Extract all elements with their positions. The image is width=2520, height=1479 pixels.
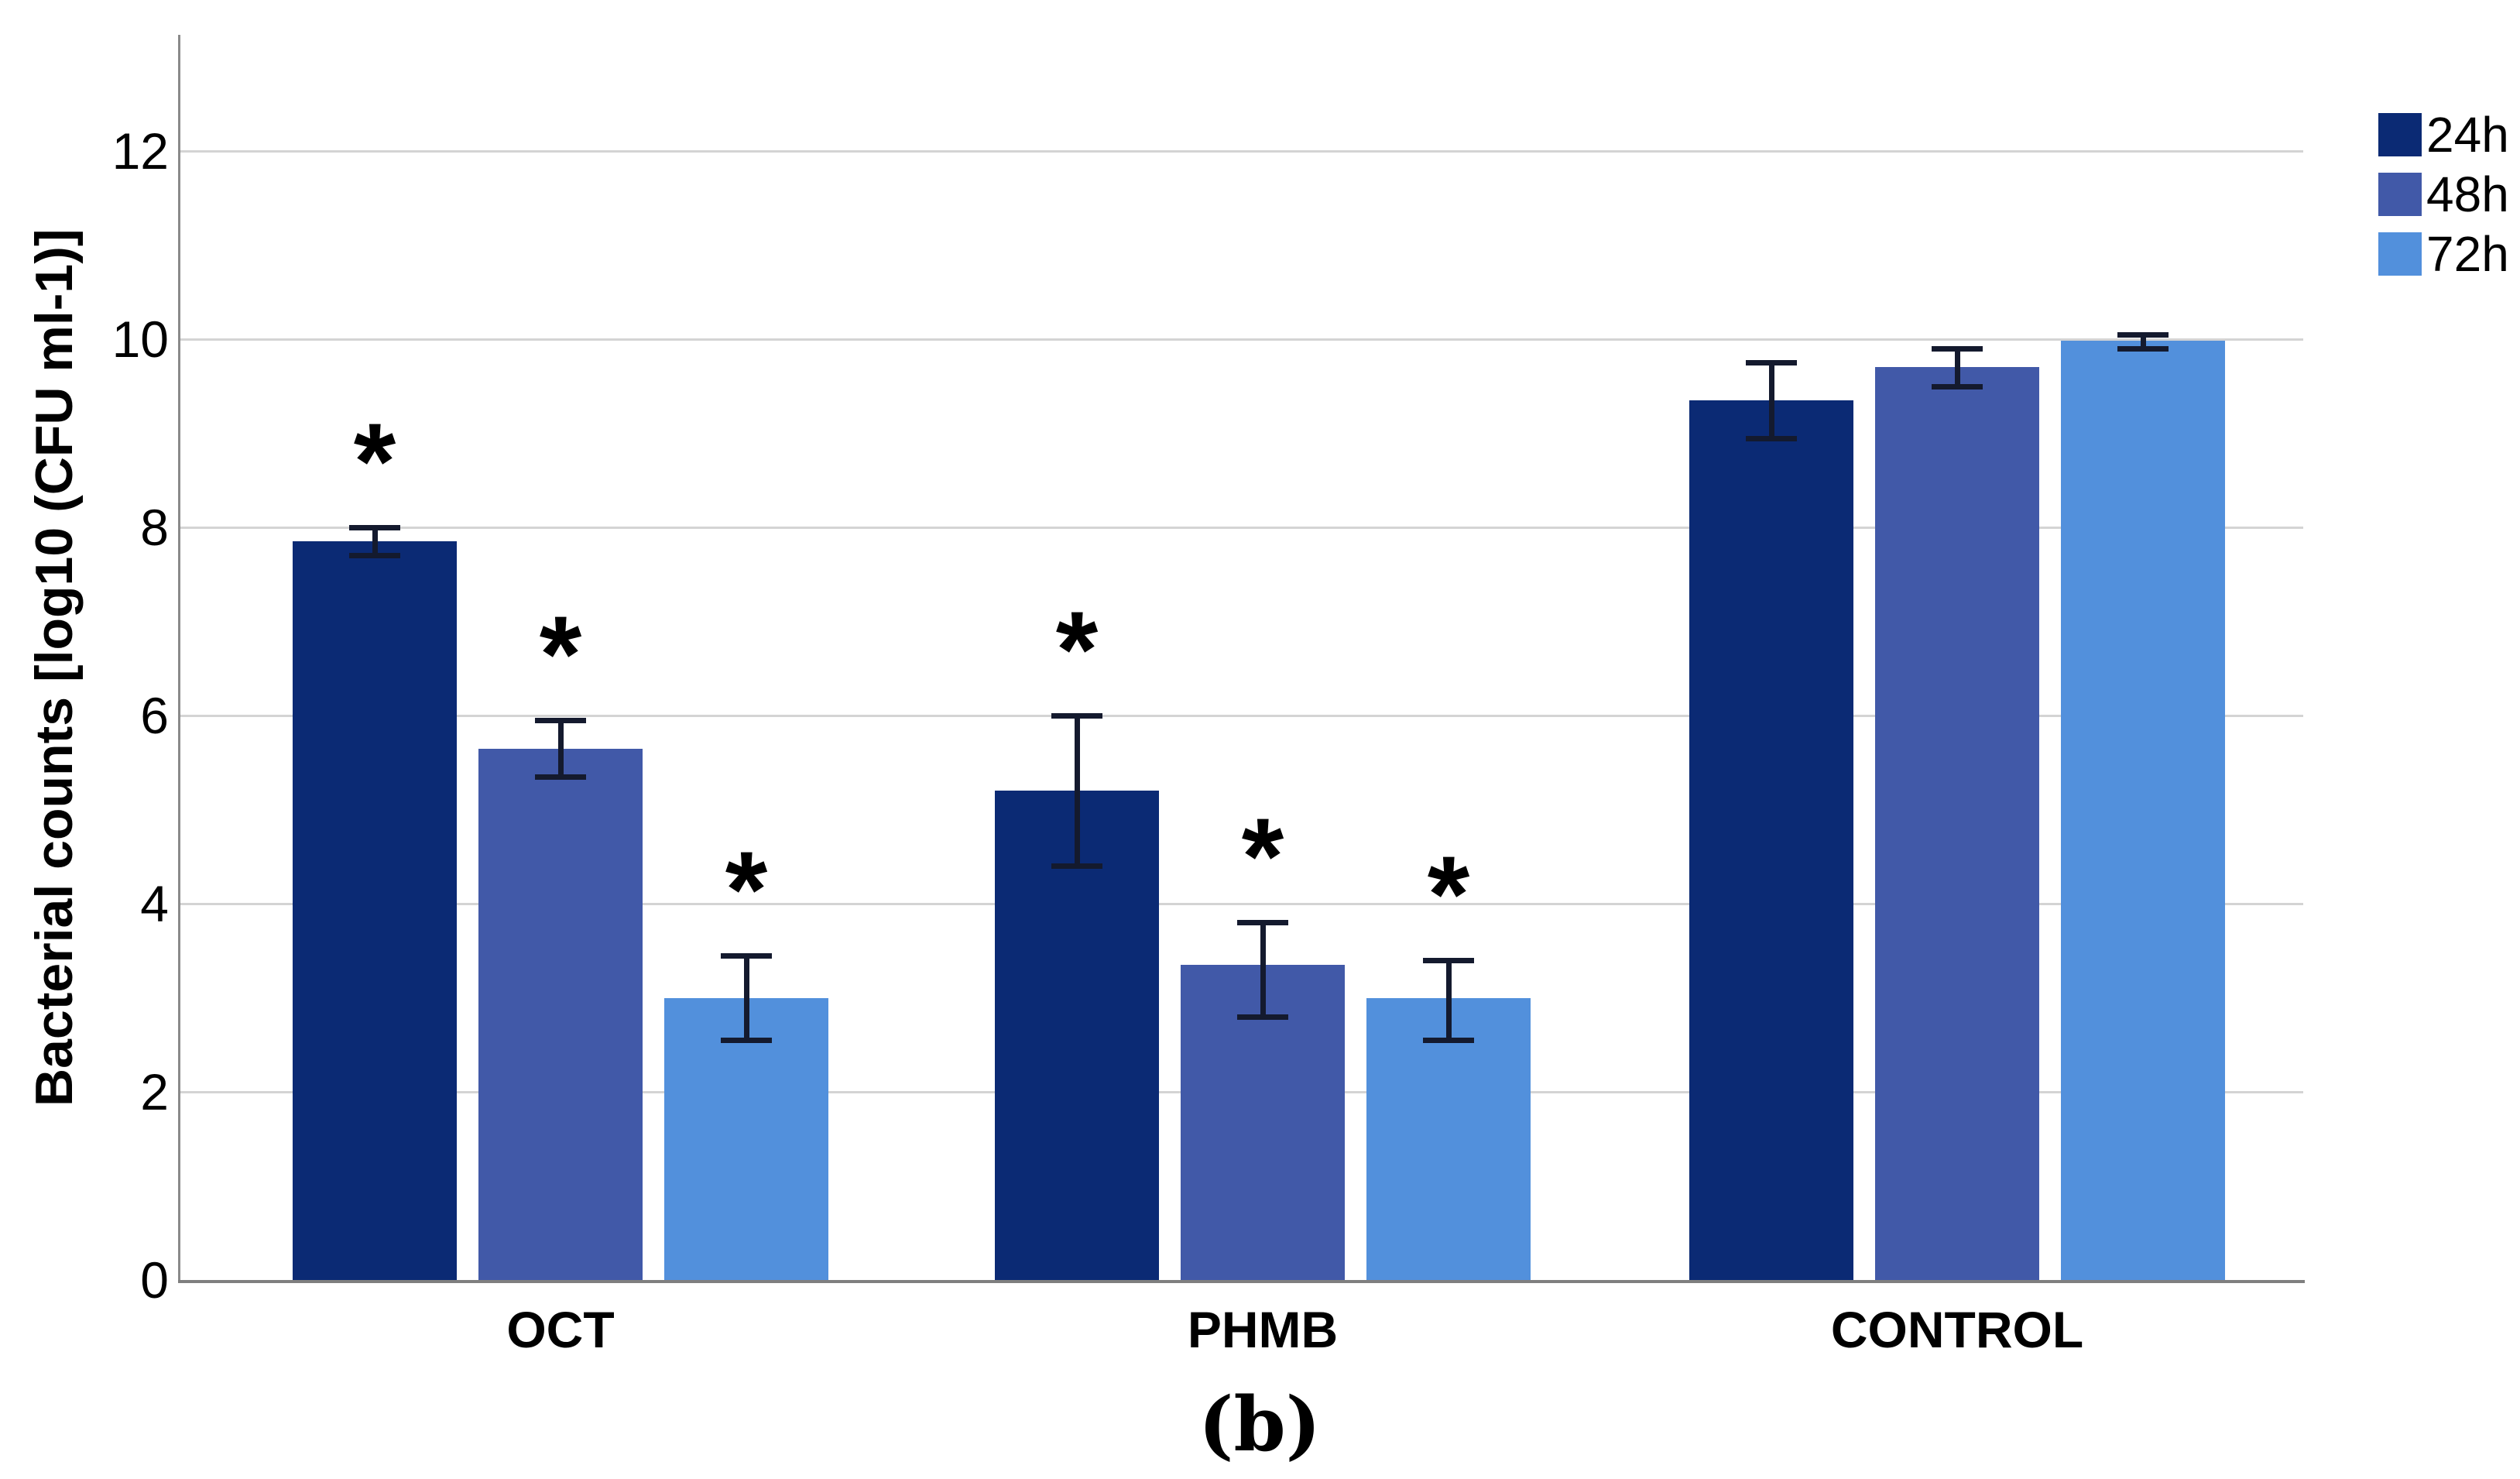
significance-asterisk: * [353, 400, 396, 522]
y-tick-label: 6 [140, 687, 169, 744]
error-bar-cap [1423, 957, 1474, 963]
bar [1366, 997, 1531, 1280]
error-bar-cap [1932, 346, 1983, 352]
error-bar-stem [1445, 959, 1452, 1041]
y-tick-label: 4 [140, 875, 169, 932]
bar [2061, 341, 2225, 1280]
error-bar-cap [2117, 346, 2169, 352]
legend-swatch [2378, 173, 2422, 216]
legend-swatch [2378, 113, 2422, 156]
grid-line [180, 338, 2303, 341]
error-bar-cap [349, 553, 400, 559]
error-bar-stem [1768, 362, 1774, 438]
error-bar-cap [721, 952, 772, 959]
category-label: PHMB [1187, 1301, 1339, 1358]
figure-caption: (b) [1198, 1381, 1321, 1468]
error-bar-cap [1423, 1038, 1474, 1044]
legend-swatch [2378, 232, 2422, 276]
legend-label: 48h [2426, 166, 2509, 222]
significance-asterisk: * [1427, 832, 1470, 955]
bar [478, 748, 643, 1280]
error-bar-stem [372, 527, 378, 556]
significance-asterisk: * [1241, 795, 1284, 918]
category-label: OCT [506, 1301, 615, 1358]
legend-label: 24h [2426, 107, 2509, 163]
grid-line [180, 902, 2303, 905]
error-bar-stem [2140, 334, 2146, 349]
error-bar-stem [557, 720, 564, 777]
bar [293, 541, 457, 1280]
error-bar-cap [349, 525, 400, 530]
category-label: CONTROL [1830, 1301, 2084, 1358]
error-bar-cap [535, 718, 586, 724]
grid-line [180, 526, 2303, 529]
significance-asterisk: * [539, 593, 582, 715]
error-bar-stem [1074, 715, 1080, 866]
legend-item: 72h [2378, 226, 2509, 282]
x-axis-line [178, 1280, 2305, 1283]
error-bar-cap [1237, 920, 1288, 926]
y-tick-label: 10 [111, 311, 169, 368]
significance-asterisk: * [1055, 589, 1099, 710]
error-bar-cap [1746, 435, 1797, 441]
error-bar-cap [1932, 383, 1983, 389]
error-bar-stem [1260, 922, 1266, 1017]
error-bar-cap [2117, 331, 2169, 338]
error-bar-cap [1051, 713, 1102, 719]
bar [1689, 400, 1853, 1280]
significance-asterisk: * [725, 828, 768, 950]
legend-item: 48h [2378, 166, 2509, 222]
grid-line [180, 714, 2303, 717]
error-bar-cap [721, 1038, 772, 1044]
y-tick-label: 0 [140, 1251, 169, 1309]
legend: 24h 48h 72h [2378, 107, 2509, 282]
bar [995, 791, 1159, 1280]
y-tick-label: 8 [140, 499, 169, 556]
legend-item: 24h [2378, 107, 2509, 163]
bar [1875, 367, 2039, 1280]
error-bar-cap [1051, 863, 1102, 870]
legend-label: 72h [2426, 226, 2509, 282]
y-tick-label: 12 [111, 122, 169, 180]
error-bar-cap [1237, 1014, 1288, 1020]
bar [664, 997, 828, 1280]
y-tick-label: 2 [140, 1063, 169, 1120]
error-bar-cap [535, 774, 586, 780]
error-bar-cap [1746, 360, 1797, 366]
error-bar-stem [743, 955, 749, 1041]
y-axis-line [178, 35, 180, 1283]
error-bar-stem [1954, 348, 1960, 386]
grid-line [180, 149, 2303, 153]
